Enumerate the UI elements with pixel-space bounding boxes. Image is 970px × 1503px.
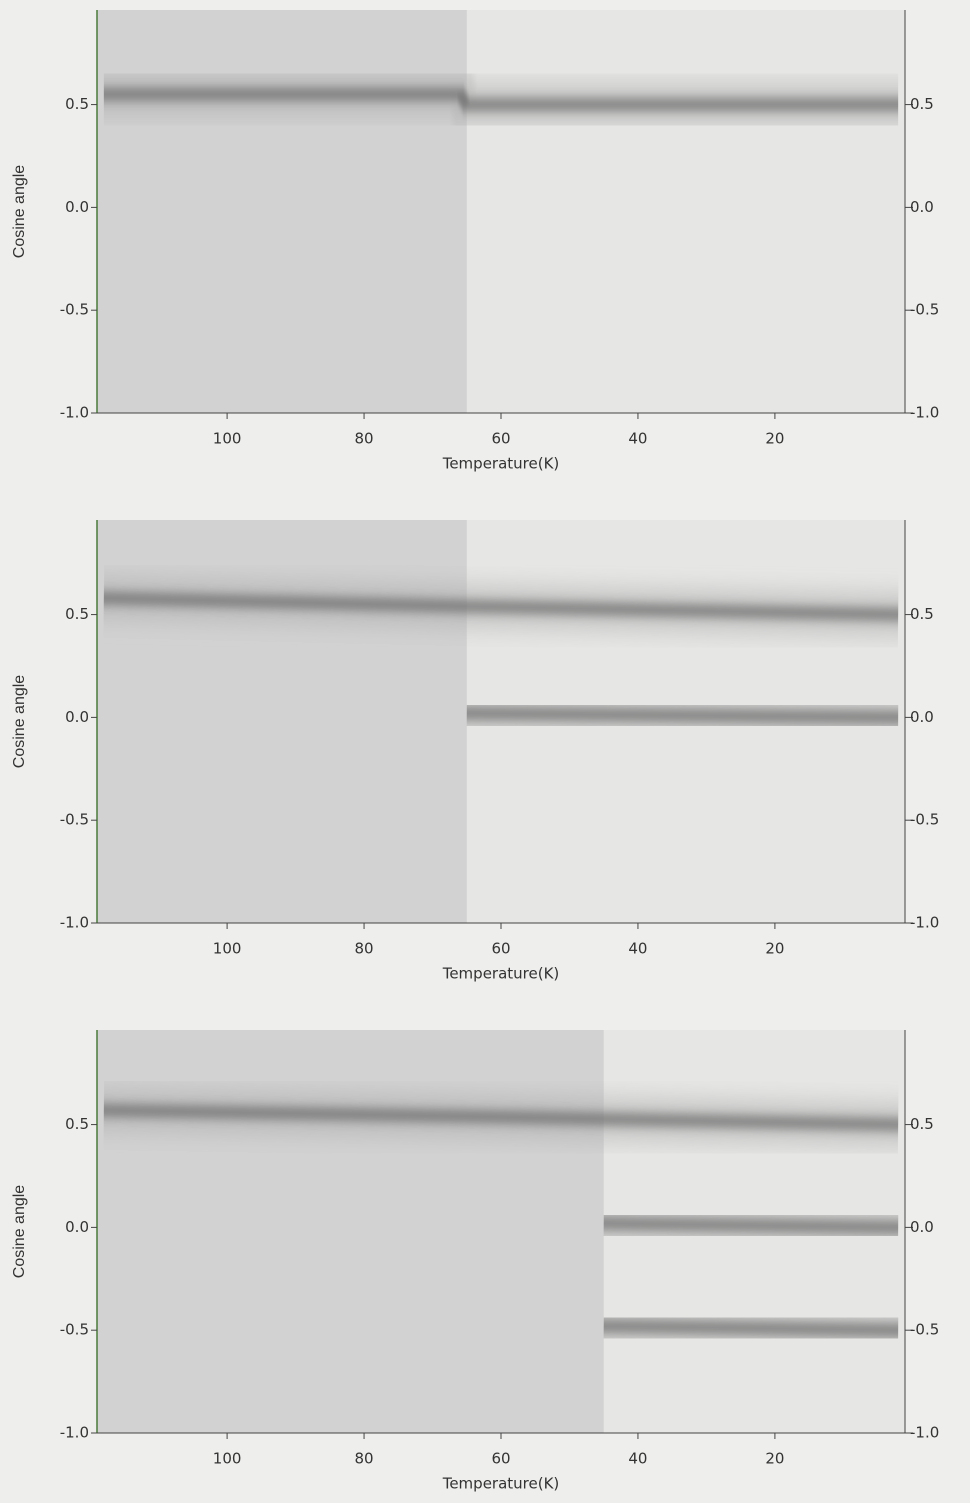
x-tick-label: 40 <box>628 1450 647 1468</box>
x-tick-label: 80 <box>355 1450 374 1468</box>
x-axis-label: Temperature(K) <box>442 965 560 983</box>
y-tick-label: -1.0 <box>60 914 89 932</box>
x-axis-label: Temperature(K) <box>442 1475 560 1493</box>
ridge <box>466 707 899 724</box>
y-tick-label: 0.5 <box>65 1115 89 1133</box>
x-tick-label: 100 <box>213 1450 242 1468</box>
x-tick-label: 20 <box>765 1450 784 1468</box>
y-tick-label: -0.5 <box>60 1321 89 1339</box>
x-tick-label: 100 <box>213 940 242 958</box>
x-tick-label: 20 <box>765 940 784 958</box>
ridge <box>603 1320 899 1337</box>
y2-tick-label: 0.5 <box>910 1115 934 1133</box>
y2-tick-label: 0.5 <box>910 95 934 113</box>
x-tick-label: 60 <box>491 940 510 958</box>
y2-tick-label: 0.0 <box>910 1218 934 1236</box>
y2-tick-label: -0.5 <box>910 811 939 829</box>
x-tick-label: 40 <box>628 430 647 448</box>
y-tick-label: -1.0 <box>60 1424 89 1442</box>
y-tick-label: 0.0 <box>65 198 89 216</box>
ridge <box>103 1104 899 1131</box>
y-tick-label: 0.5 <box>65 95 89 113</box>
y2-tick-label: 0.0 <box>910 198 934 216</box>
ridge <box>603 1217 899 1234</box>
y-tick-label: -1.0 <box>60 404 89 422</box>
y-tick-label: 0.0 <box>65 1218 89 1236</box>
ridges <box>103 74 899 331</box>
x-tick-label: 20 <box>765 430 784 448</box>
ridge <box>103 88 899 111</box>
x-tick-label: 60 <box>491 1450 510 1468</box>
y-axis-label: Cosine angle <box>11 1185 28 1279</box>
y2-tick-label: -1.0 <box>910 1424 939 1442</box>
x-axis-label: Temperature(K) <box>442 455 560 473</box>
y2-tick-label: 0.5 <box>910 605 934 623</box>
y-tick-label: 0.5 <box>65 605 89 623</box>
ridges <box>103 1090 899 1351</box>
y-tick-label: -0.5 <box>60 301 89 319</box>
x-tick-label: 40 <box>628 940 647 958</box>
y-axis-label: Cosine angle <box>11 675 28 769</box>
y-tick-label: 0.0 <box>65 708 89 726</box>
y2-tick-label: -0.5 <box>910 1321 939 1339</box>
x-tick-label: 80 <box>355 940 374 958</box>
x-tick-label: 100 <box>213 430 242 448</box>
y-axis-label: Cosine angle <box>11 165 28 259</box>
y2-tick-label: 0.0 <box>910 708 934 726</box>
x-tick-label: 60 <box>491 430 510 448</box>
x-tick-label: 80 <box>355 430 374 448</box>
ridges <box>103 578 899 841</box>
y2-tick-label: -1.0 <box>910 404 939 422</box>
y2-tick-label: -0.5 <box>910 301 939 319</box>
ridge <box>103 592 899 621</box>
y2-tick-label: -1.0 <box>910 914 939 932</box>
y-tick-label: -0.5 <box>60 811 89 829</box>
